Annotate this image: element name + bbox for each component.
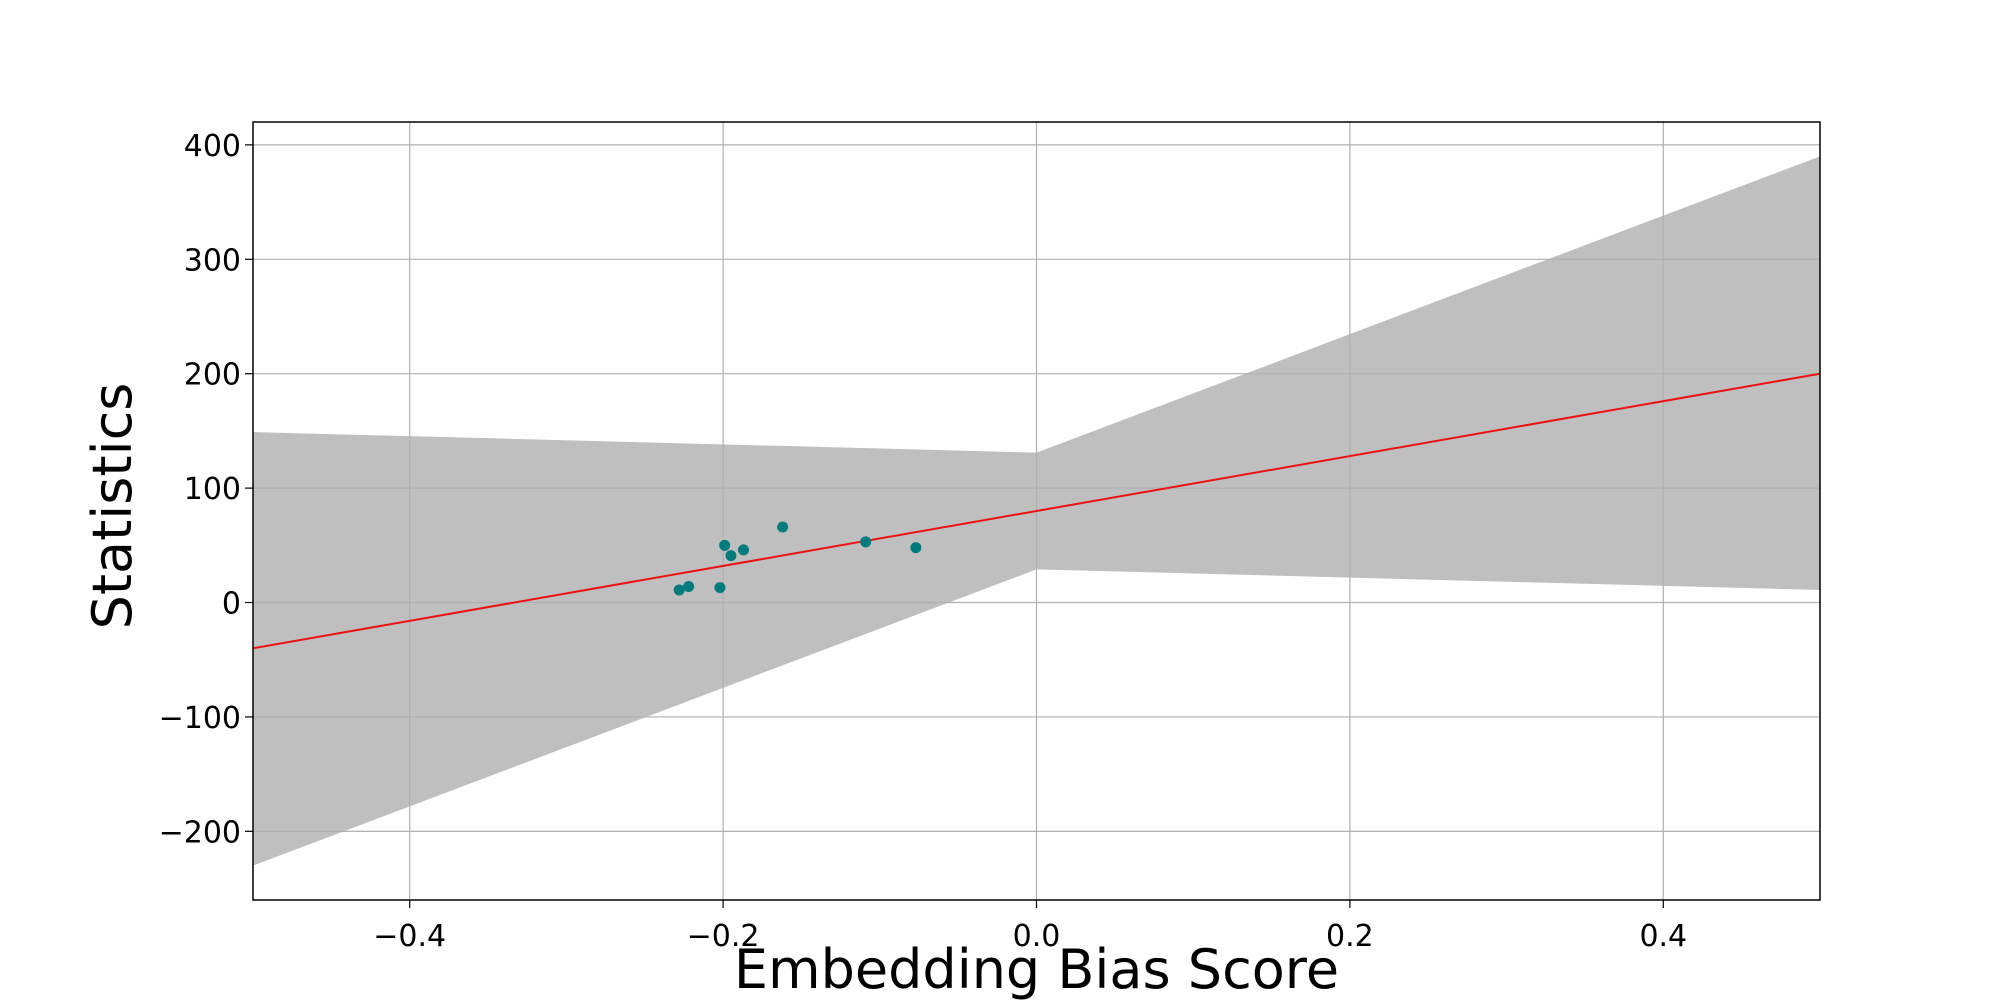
fit-line-layer [252,372,1821,650]
y-ticks: −200 −100 0 100 200 300 400 [159,129,253,850]
y-tick-label: 100 [184,472,241,507]
y-tick-label: 400 [184,129,241,164]
x-tick-label: −0.4 [373,919,446,954]
y-tick-label: −200 [159,815,241,850]
data-point [719,539,731,551]
x-tick-label: 0.0 [1013,919,1061,954]
data-point [777,521,789,533]
y-tick-label: 0 [222,587,241,622]
y-tick-label: 200 [184,358,241,393]
data-point [737,544,749,556]
x-tick-label: −0.2 [687,919,760,954]
data-point [683,581,695,593]
data-point [910,542,922,554]
y-tick-label: 300 [184,243,241,278]
data-point [860,536,872,548]
data-point [673,584,685,596]
x-tick-label: 0.2 [1326,919,1374,954]
x-ticks: −0.4 −0.2 0.0 0.2 0.4 [373,900,1687,954]
data-points-layer [673,521,922,596]
x-tick-label: 0.4 [1639,919,1687,954]
regression-line [252,372,1821,650]
data-point [714,582,726,594]
data-point [725,550,737,562]
x-axis-title: Embedding Bias Score [734,938,1339,1000]
y-axis-title: Statistics [81,383,144,630]
y-tick-label: −100 [159,701,241,736]
grid-layer [253,122,1820,900]
